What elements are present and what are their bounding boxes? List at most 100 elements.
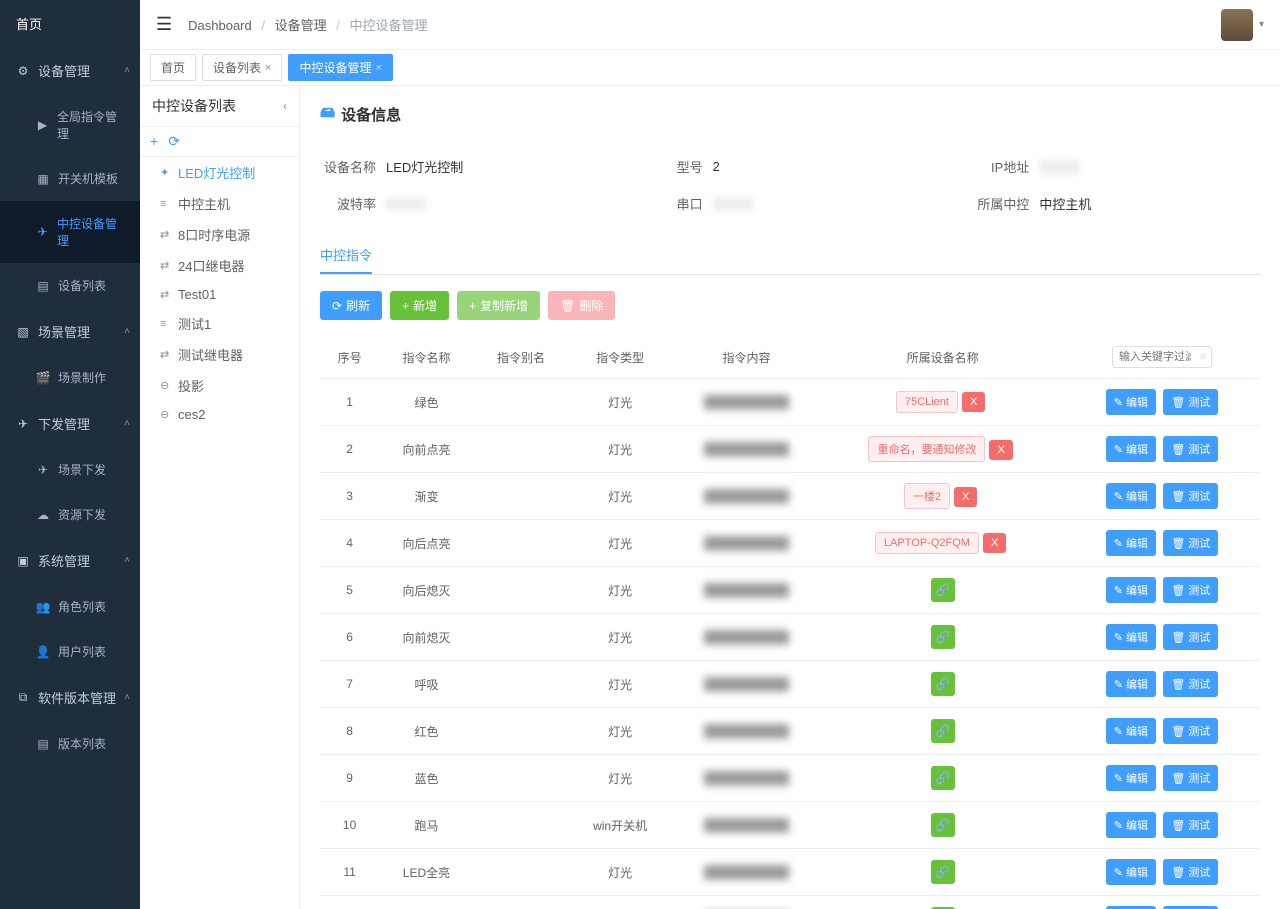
sidebar-home[interactable]: 首页 xyxy=(0,0,140,47)
hamburger-icon[interactable]: ☰ xyxy=(156,14,172,35)
link-icon[interactable]: 🔗 xyxy=(931,578,955,602)
link-icon[interactable]: 🔗 xyxy=(931,813,955,837)
item-icon: ▤ xyxy=(36,737,50,751)
test-button[interactable]: 🗑测试 xyxy=(1163,765,1218,791)
tree-item[interactable]: ✦LED灯光控制 xyxy=(140,157,299,188)
test-button[interactable]: 🗑测试 xyxy=(1163,718,1218,744)
edit-button[interactable]: ✎编辑 xyxy=(1106,812,1156,838)
link-icon[interactable]: 🔗 xyxy=(931,672,955,696)
test-button[interactable]: 🗑测试 xyxy=(1163,859,1218,885)
edit-button[interactable]: ✎编辑 xyxy=(1106,530,1156,556)
breadcrumb-mid[interactable]: 设备管理 xyxy=(275,18,327,33)
cell-content: ██████████ xyxy=(672,614,821,661)
device-tag[interactable]: 75CLient xyxy=(896,391,958,413)
tree-add-icon[interactable]: + xyxy=(150,133,158,150)
sidebar-item[interactable]: ▦开关机模板 xyxy=(0,156,140,201)
edit-button[interactable]: ✎编辑 xyxy=(1106,483,1156,509)
device-tag[interactable]: 一楼2 xyxy=(904,483,950,509)
edit-icon: ✎ xyxy=(1114,819,1123,832)
tree-item[interactable]: ⊖投影 xyxy=(140,370,299,401)
edit-button[interactable]: ✎编辑 xyxy=(1106,577,1156,603)
test-button[interactable]: 🗑测试 xyxy=(1163,812,1218,838)
edit-button[interactable]: ✎编辑 xyxy=(1106,436,1156,462)
sidebar-item[interactable]: ▤版本列表 xyxy=(0,721,140,766)
filter-input[interactable] xyxy=(1112,346,1212,368)
edit-button[interactable]: ✎编辑 xyxy=(1106,859,1156,885)
sidebar-item[interactable]: ✈中控设备管理 xyxy=(0,201,140,263)
test-button[interactable]: 🗑测试 xyxy=(1163,530,1218,556)
device-tag[interactable]: LAPTOP-Q2FQM xyxy=(875,532,979,554)
device-tag-remove[interactable]: X xyxy=(954,487,977,507)
cell-type: 灯光 xyxy=(568,520,671,567)
tree-refresh-icon[interactable]: ⟳ xyxy=(168,133,180,150)
sidebar-item[interactable]: 👤用户列表 xyxy=(0,629,140,674)
tree-item[interactable]: ≡中控主机 xyxy=(140,188,299,219)
breadcrumb-current: 中控设备管理 xyxy=(350,18,428,33)
test-button[interactable]: 🗑测试 xyxy=(1163,624,1218,650)
test-button[interactable]: 🗑测试 xyxy=(1163,389,1218,415)
link-icon[interactable]: 🔗 xyxy=(931,860,955,884)
breadcrumb-root[interactable]: Dashboard xyxy=(188,18,252,33)
edit-button[interactable]: ✎编辑 xyxy=(1106,389,1156,415)
delete-button[interactable]: 🗑删除 xyxy=(548,291,615,320)
test-button[interactable]: 🗑测试 xyxy=(1163,483,1218,509)
cell-content: ██████████ xyxy=(672,426,821,473)
cell-ops: ✎编辑 🗑测试 xyxy=(1064,520,1260,567)
edit-button[interactable]: ✎编辑 xyxy=(1106,624,1156,650)
table-row: 8 红色 灯光 ██████████ 🔗 ✎编辑 🗑测试 xyxy=(320,708,1260,755)
tree-item[interactable]: ⇄测试继电器 xyxy=(140,339,299,370)
sidebar-item[interactable]: ☁资源下发 xyxy=(0,492,140,537)
sidebar-group[interactable]: ▧场景管理˄ xyxy=(0,308,140,355)
avatar-caret-icon[interactable]: ▾ xyxy=(1259,19,1264,30)
tree-item[interactable]: ⇄8口时序电源 xyxy=(140,219,299,250)
tree-item[interactable]: ≡测试1 xyxy=(140,308,299,339)
sidebar-group[interactable]: ▣系统管理˄ xyxy=(0,537,140,584)
tree-panel: 中控设备列表 ‹ + ⟳ ✦LED灯光控制≡中控主机⇄8口时序电源⇄24口继电器… xyxy=(140,86,300,909)
sidebar-item[interactable]: 👥角色列表 xyxy=(0,584,140,629)
edit-button[interactable]: ✎编辑 xyxy=(1106,671,1156,697)
sidebar-item[interactable]: ▤设备列表 xyxy=(0,263,140,308)
test-button[interactable]: 🗑测试 xyxy=(1163,436,1218,462)
cell-alias xyxy=(474,614,569,661)
group-icon: ⧉ xyxy=(16,691,30,705)
test-button[interactable]: 🗑测试 xyxy=(1163,671,1218,697)
link-icon[interactable]: 🔗 xyxy=(931,719,955,743)
device-tag[interactable]: 重命名，要通知修改 xyxy=(868,436,985,462)
close-icon[interactable]: × xyxy=(375,62,381,74)
cell-seq: 5 xyxy=(320,567,379,614)
sidebar-item[interactable]: ✈场景下发 xyxy=(0,447,140,492)
search-icon[interactable]: ⌕ xyxy=(1200,351,1206,364)
tab[interactable]: 设备列表× xyxy=(202,54,282,81)
avatar[interactable] xyxy=(1221,9,1253,41)
edit-icon: ✎ xyxy=(1114,772,1123,785)
trash-icon: 🗑 xyxy=(1171,819,1185,832)
link-icon[interactable]: 🔗 xyxy=(931,766,955,790)
copy-add-button[interactable]: +复制新增 xyxy=(457,291,540,320)
tree-collapse-icon[interactable]: ‹ xyxy=(283,99,287,113)
test-button[interactable]: 🗑测试 xyxy=(1163,577,1218,603)
tree-item-icon: ⊖ xyxy=(160,408,172,421)
device-tag-remove[interactable]: X xyxy=(983,533,1006,553)
sidebar-item[interactable]: ▶全局指令管理 xyxy=(0,94,140,156)
close-icon[interactable]: × xyxy=(265,62,271,74)
sidebar-group[interactable]: ⚙设备管理˄ xyxy=(0,47,140,94)
sidebar-group[interactable]: ⧉软件版本管理˄ xyxy=(0,674,140,721)
device-tag-remove[interactable]: X xyxy=(989,440,1012,460)
tree-item[interactable]: ⊖ces2 xyxy=(140,401,299,428)
cell-content: ██████████ xyxy=(672,896,821,909)
tree-item[interactable]: ⇄24口继电器 xyxy=(140,250,299,281)
add-button[interactable]: +新增 xyxy=(390,291,449,320)
tab[interactable]: 中控设备管理× xyxy=(288,54,392,81)
cell-ops: ✎编辑 🗑测试 xyxy=(1064,379,1260,426)
device-tag-remove[interactable]: X xyxy=(962,392,985,412)
tab[interactable]: 首页 xyxy=(150,54,196,81)
sub-tab-commands[interactable]: 中控指令 xyxy=(320,237,372,274)
sidebar-item[interactable]: 🎬场景制作 xyxy=(0,355,140,400)
edit-button[interactable]: ✎编辑 xyxy=(1106,765,1156,791)
sidebar-group[interactable]: ✈下发管理˄ xyxy=(0,400,140,447)
edit-button[interactable]: ✎编辑 xyxy=(1106,718,1156,744)
cell-ops: ✎编辑 🗑测试 xyxy=(1064,567,1260,614)
link-icon[interactable]: 🔗 xyxy=(931,625,955,649)
refresh-button[interactable]: ⟳刷新 xyxy=(320,291,382,320)
tree-item[interactable]: ⇄Test01 xyxy=(140,281,299,308)
